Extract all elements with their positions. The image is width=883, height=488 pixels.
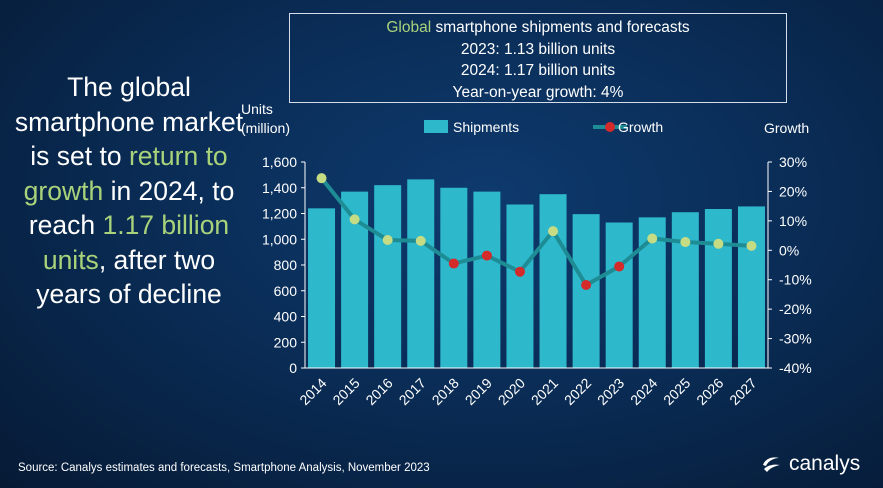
infobox-title: Global smartphone shipments and forecast… [290,17,786,39]
right-tick-label: 10% [779,213,807,229]
x-tick-label: 2025 [660,375,693,408]
growth-line [319,176,752,288]
right-tick-label: -30% [779,331,812,347]
canalys-logo: canalys [759,452,860,476]
x-tick-label: 2023 [594,375,627,408]
y-axis-title-line2: (million) [241,120,290,136]
growth-marker-2027 [746,240,757,251]
infobox-line-growth: Year-on-year growth: 4% [452,83,624,101]
x-tick-label: 2022 [561,375,594,408]
bar-2014 [308,208,336,368]
growth-marker-2021 [548,226,559,237]
left-tick-label: 400 [274,309,298,325]
x-tick-label: 2020 [495,375,528,408]
x-tick-label: 2016 [362,375,395,408]
growth-marker-2023 [614,261,625,272]
bar-2023 [605,222,633,368]
legend-growth-marker [605,122,615,132]
x-tick-label: 2019 [462,375,495,408]
x-tick-label: 2027 [726,375,759,408]
headline-highlight-growth: return to growth [23,141,228,206]
x-tick-label: 2018 [429,375,462,408]
growth-marker-2018 [448,258,459,269]
y-axis-title-line1: Units [241,101,273,117]
growth-marker-2015 [349,214,360,225]
infobox-title-rest: smartphone shipments and forecasts [431,19,690,36]
x-tick-label: 2024 [627,375,660,408]
growth-marker-2017 [415,235,426,246]
right-tick-label: -10% [779,272,812,288]
x-tick-label: 2026 [693,375,726,408]
forecast-infobox: Global smartphone shipments and forecast… [289,13,787,103]
bar-2019 [473,191,501,368]
left-tick-label: 1,200 [262,206,297,222]
headline-part3: , after two years of decline [36,244,222,310]
bar-2026 [704,208,732,368]
right-tick-label: -40% [779,360,812,376]
left-tick-label: 1,400 [262,180,297,196]
y2-axis-title: Growth [764,120,809,136]
headline-highlight-units: 1.17 billion units [42,210,230,275]
headline-part2: in 2024, to reach [28,175,235,241]
infobox-line-2024: 2024: 1.17 billion units [460,62,616,79]
infobox-line-2023: 2023: 1.13 billion units [460,40,616,58]
growth-marker-2014 [316,173,327,184]
right-tick-label: 0% [779,242,799,258]
left-tick-label: 200 [274,334,298,350]
growth-marker-2026 [713,238,724,249]
growth-marker-2016 [382,234,393,245]
headline-part1: The global smartphone market is set to [14,72,244,171]
bar-2018 [440,187,468,368]
bar-2025 [671,212,699,368]
source-note: Source: Canalys estimates and forecasts,… [18,462,430,474]
x-tick-label: 2017 [396,375,429,408]
legend-growth-label: Growth [618,119,663,135]
right-tick-label: 20% [779,183,807,199]
right-tick-label: -20% [779,301,812,317]
x-tick-label: 2015 [329,375,362,408]
growth-marker-2022 [581,280,592,291]
bar-2016 [374,185,402,368]
legend-shipments-swatch [424,120,448,133]
infobox-title-global: Global [386,19,432,36]
left-tick-label: 1,000 [262,231,297,247]
right-tick-label: 30% [779,154,807,170]
legend-shipments-label: Shipments [453,119,519,135]
left-tick-label: 0 [289,360,297,376]
bar-2021 [539,194,567,368]
x-tick-label: 2014 [296,375,329,408]
bar-2027 [737,206,765,368]
headline: The global smartphone market is set to r… [14,70,244,312]
bar-2022 [572,214,600,368]
bar-2020 [506,204,534,368]
growth-marker-2019 [481,250,492,261]
left-tick-label: 600 [274,283,298,299]
growth-marker-2020 [514,266,525,277]
growth-marker-2025 [680,237,691,248]
canalys-logo-icon [763,457,780,472]
left-tick-label: 800 [274,257,298,273]
growth-marker-2024 [647,233,658,244]
bar-2017 [407,179,435,368]
canalys-logo-text: canalys [789,452,861,475]
left-tick-label: 1,600 [262,154,297,170]
x-tick-label: 2021 [528,375,561,408]
